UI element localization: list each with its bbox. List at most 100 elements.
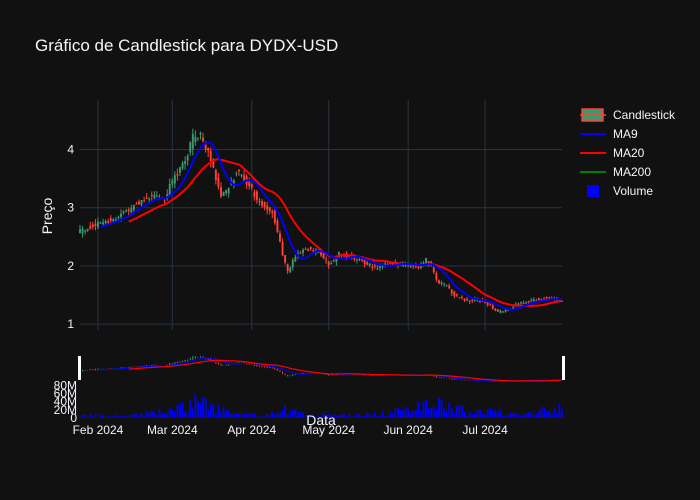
volume-bar: [127, 416, 130, 418]
volume-bar: [527, 412, 530, 418]
candle-body: [179, 167, 181, 173]
candle-body: [150, 194, 153, 196]
x-tick-label: Jul 2024: [462, 423, 508, 437]
candle-body: [353, 257, 356, 260]
candle-body: [171, 180, 174, 185]
candle-body: [540, 299, 543, 301]
candle-body: [109, 218, 112, 221]
volume-bar: [150, 410, 153, 418]
legend-swatch-volume: [587, 185, 599, 197]
candle-body: [268, 207, 271, 212]
volume-bar: [368, 413, 371, 418]
candle-body: [202, 137, 205, 142]
candle-body: [384, 263, 387, 265]
volume-bar: [409, 412, 412, 418]
volume-bar: [273, 414, 276, 418]
candle-body: [443, 283, 446, 285]
candle-body: [504, 309, 507, 312]
volume-bar: [107, 415, 110, 418]
volume-bar: [302, 412, 305, 418]
candle-body: [440, 282, 443, 284]
candle-body: [255, 191, 258, 201]
volume-bar: [320, 416, 322, 418]
candle-body: [307, 249, 310, 252]
volume-bar: [543, 407, 546, 418]
volume-bar: [207, 409, 210, 418]
volume-bar: [202, 396, 205, 418]
range-slider-right-handle[interactable]: [562, 356, 565, 380]
candle-body: [258, 201, 261, 203]
legend-item-ma9[interactable]: MA9: [580, 127, 638, 141]
legend-item-ma200[interactable]: MA200: [580, 165, 651, 179]
candle-body: [450, 289, 453, 294]
volume-bar: [220, 412, 222, 418]
legend-item-candlestick[interactable]: Candlestick: [580, 108, 676, 122]
candle-body: [425, 258, 428, 264]
volume-bar: [294, 409, 297, 418]
volume-bar: [350, 416, 353, 418]
volume-bar: [343, 414, 346, 418]
candle-body: [466, 298, 469, 301]
candle-body: [232, 180, 235, 185]
candle-body: [322, 253, 325, 259]
range-slider-left-handle[interactable]: [78, 356, 81, 380]
candle-body: [107, 221, 110, 224]
volume-bar: [502, 415, 504, 418]
legend-item-volume[interactable]: Volume: [587, 184, 653, 198]
candle-body: [437, 280, 440, 284]
candle-body: [520, 301, 522, 304]
candle-body: [309, 246, 312, 249]
volume-bar: [376, 416, 379, 418]
candle-body: [502, 311, 504, 313]
candle-body: [240, 174, 243, 176]
volume-bar: [204, 398, 207, 418]
candle-body: [243, 175, 246, 182]
volume-bar: [489, 408, 492, 418]
candle-body: [284, 255, 287, 263]
volume-bar: [327, 413, 330, 418]
grid-layer: [80, 100, 562, 330]
candle-body: [122, 211, 125, 214]
candle-body: [84, 230, 87, 232]
x-tick-label: Mar 2024: [147, 423, 198, 437]
candle-body: [91, 224, 94, 228]
volume-bar: [450, 407, 453, 418]
candle-body: [220, 186, 222, 197]
x-tick-label: Feb 2024: [73, 423, 124, 437]
candle-body: [291, 260, 294, 268]
candle-body: [155, 195, 158, 197]
volume-bar: [430, 408, 433, 418]
candle-body: [204, 143, 207, 150]
candle-body: [371, 266, 374, 268]
candle-body: [286, 264, 289, 272]
legend-label: MA20: [613, 146, 645, 160]
candle-body: [361, 259, 363, 261]
volume-bar: [250, 414, 253, 418]
volume-bar: [140, 412, 143, 418]
volume-bar: [138, 416, 140, 418]
candle-body: [409, 266, 412, 268]
volume-bar: [507, 415, 510, 418]
candle-body: [261, 201, 263, 206]
candle-body: [104, 220, 107, 224]
candle-body: [271, 210, 274, 213]
candle-body: [525, 302, 528, 304]
volume-bar: [263, 416, 266, 418]
volume-bar: [484, 414, 487, 418]
candle-body: [484, 301, 487, 303]
candle-body: [455, 293, 458, 296]
volume-tick-label: 40M: [54, 395, 77, 409]
volume-bar: [268, 415, 271, 418]
volume-bar: [91, 416, 94, 418]
volume-bar: [181, 402, 184, 418]
candle-body: [199, 132, 202, 135]
volume-bar: [448, 402, 451, 418]
candle-body: [132, 205, 135, 211]
volume-bar: [179, 403, 181, 418]
legend-item-ma20[interactable]: MA20: [580, 146, 645, 160]
candle-body: [253, 192, 256, 197]
x-tick-label: Apr 2024: [227, 423, 276, 437]
candle-body: [527, 301, 530, 303]
candle-body: [263, 202, 266, 208]
volume-bar: [499, 409, 502, 418]
